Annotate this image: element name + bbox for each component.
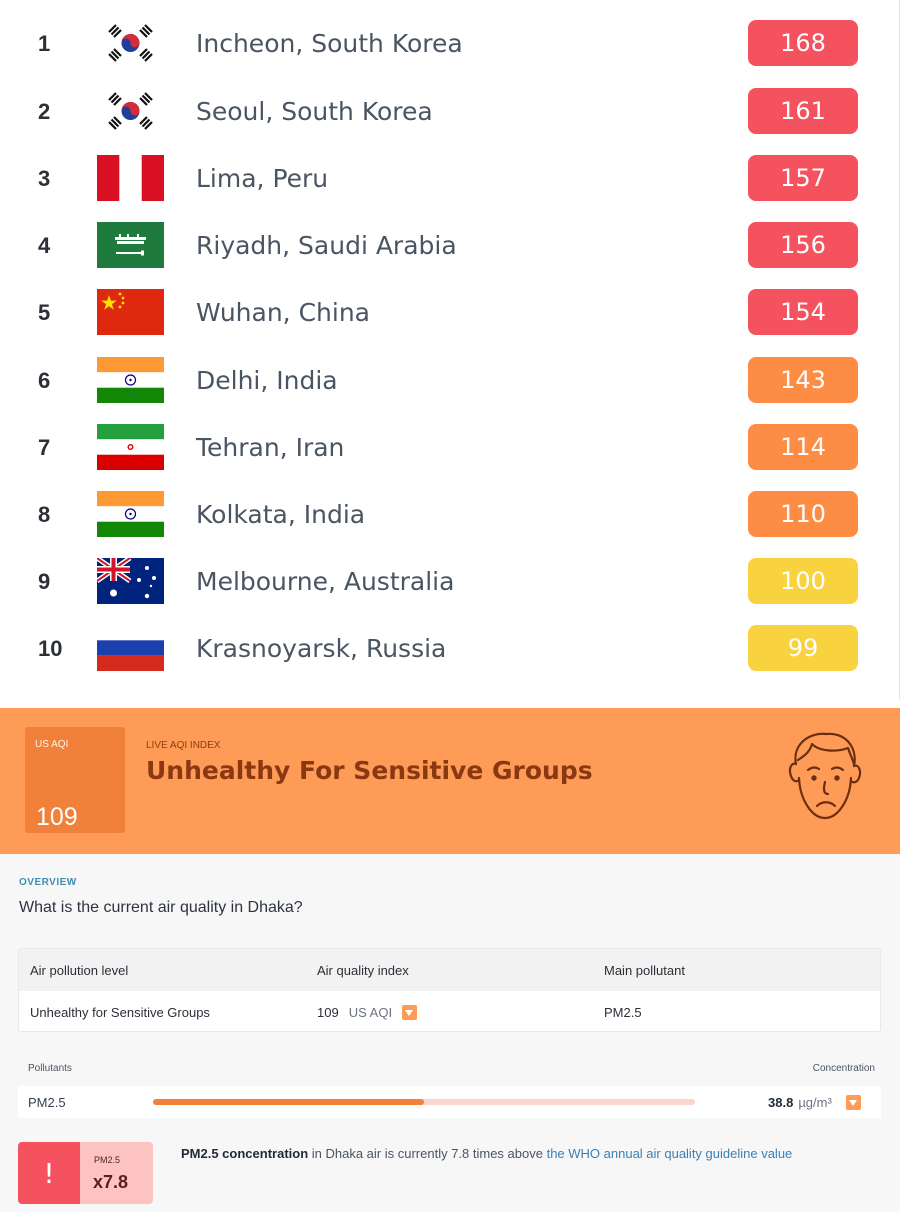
rank-number: 5 — [38, 299, 51, 325]
pollutants-label: Pollutants — [28, 1063, 72, 1074]
ranking-row[interactable]: 9 Melbourne, Australia 100 — [0, 548, 900, 615]
aqi-value: 109 — [36, 803, 78, 831]
pollutant-row: PM2.5 38.8 µg/m³ — [18, 1086, 881, 1118]
concentration-label: Concentration — [812, 1063, 875, 1074]
ranking-row[interactable]: 3 Lima, Peru 157 — [0, 145, 900, 212]
multiplier-value: x7.8 — [93, 1172, 129, 1192]
chevron-down-icon[interactable] — [845, 1094, 861, 1110]
city-name[interactable]: Wuhan, China — [196, 298, 370, 327]
australia-flag — [97, 558, 164, 604]
aqi-value-box: US AQI 109 — [25, 727, 125, 833]
ranking-row[interactable]: 1 Incheon, South Korea 168 — [0, 10, 900, 77]
rank-number: 6 — [38, 367, 51, 393]
air-quality-table: Air pollution level Air quality index Ma… — [18, 948, 881, 1032]
ranking-row[interactable]: 7 Tehran, Iran 114 — [0, 414, 900, 481]
aqi-cell-value: 109 — [317, 1004, 339, 1020]
city-name[interactable]: Delhi, India — [196, 366, 338, 395]
city-ranking-list: 1 Incheon, South Korea 168 2 Seoul, Sout… — [0, 0, 900, 700]
aqi-cell: 109 US AQI — [317, 991, 418, 1033]
aqi-badge: 156 — [748, 222, 858, 268]
city-name[interactable]: Krasnoyarsk, Russia — [196, 634, 447, 663]
india-flag — [97, 491, 164, 537]
aqi-badge: 100 — [748, 558, 858, 604]
alert-text-strong: PM2.5 concentration — [181, 1146, 309, 1161]
table-header — [19, 949, 880, 991]
who-guideline-text: PM2.5 concentration in Dhaka air is curr… — [181, 1146, 881, 1161]
aqi-badge: 110 — [748, 491, 858, 537]
ranking-row[interactable]: 5 Wuhan, China 154 — [0, 279, 900, 346]
rank-number: 10 — [38, 635, 63, 661]
aqi-status-title: Unhealthy For Sensitive Groups — [146, 756, 593, 785]
rank-number: 4 — [38, 232, 51, 258]
iran-flag — [97, 424, 164, 470]
india-flag — [97, 357, 164, 403]
city-name[interactable]: Tehran, Iran — [196, 433, 345, 462]
rank-number: 7 — [38, 434, 51, 460]
aqi-badge: 143 — [748, 357, 858, 403]
overview-section: OVERVIEW What is the current air quality… — [0, 854, 900, 1212]
rank-number: 3 — [38, 165, 51, 191]
header-main-pollutant: Main pollutant — [604, 962, 685, 978]
city-name[interactable]: Lima, Peru — [196, 164, 329, 193]
concentration-value: 38.8 µg/m³ — [768, 1086, 861, 1118]
city-name[interactable]: Riyadh, Saudi Arabia — [196, 231, 457, 260]
ranking-row[interactable]: 8 Kolkata, India 110 — [0, 481, 900, 548]
aqi-badge: 99 — [748, 625, 858, 671]
multiplier-box: PM2.5 x7.8 — [80, 1142, 153, 1204]
header-pollution-level: Air pollution level — [30, 962, 129, 978]
city-name[interactable]: Melbourne, Australia — [196, 567, 455, 596]
rank-number: 2 — [38, 98, 51, 124]
aqi-badge: 168 — [748, 20, 858, 66]
live-aqi-label: LIVE AQI INDEX — [146, 740, 221, 751]
header-air-quality-index: Air quality index — [317, 962, 409, 978]
multiplier-pollutant: PM2.5 — [94, 1155, 121, 1165]
pollution-level-value: Unhealthy for Sensitive Groups — [30, 1004, 210, 1020]
who-guideline-link[interactable]: the WHO annual air quality guideline val… — [546, 1146, 793, 1161]
rank-number: 8 — [38, 501, 51, 527]
main-pollutant-value: PM2.5 — [604, 1004, 642, 1020]
exclamation-icon: ! — [18, 1142, 80, 1204]
alert-text-mid: in Dhaka air is currently 7.8 times abov… — [308, 1146, 547, 1161]
rank-number: 9 — [38, 568, 51, 594]
ranking-row[interactable]: 10 Krasnoyarsk, Russia 99 — [0, 615, 900, 682]
overview-question: What is the current air quality in Dhaka… — [19, 899, 303, 916]
peru-flag — [97, 155, 164, 201]
ranking-row[interactable]: 2 Seoul, South Korea 161 — [0, 78, 900, 145]
ranking-row[interactable]: 4 Riyadh, Saudi Arabia 156 — [0, 212, 900, 279]
aqi-cell-unit: US AQI — [348, 1004, 393, 1020]
aqi-label: US AQI — [35, 739, 69, 750]
south-korea-flag — [97, 88, 164, 134]
city-name[interactable]: Kolkata, India — [196, 500, 366, 529]
ranking-row[interactable]: 6 Delhi, India 143 — [0, 347, 900, 414]
who-multiplier-badge: ! PM2.5 x7.8 — [18, 1142, 153, 1204]
aqi-badge: 157 — [748, 155, 858, 201]
rank-number: 1 — [38, 30, 51, 56]
sad-face-icon — [782, 726, 866, 826]
aqi-banner: US AQI 109 LIVE AQI INDEX Unhealthy For … — [0, 708, 900, 854]
aqi-badge: 114 — [748, 424, 858, 470]
chevron-down-icon[interactable] — [402, 1004, 418, 1020]
pollutant-name: PM2.5 — [28, 1094, 66, 1110]
city-name[interactable]: Seoul, South Korea — [196, 97, 433, 126]
russia-flag — [97, 625, 164, 671]
saudi-arabia-flag — [97, 222, 164, 268]
concentration-unit: µg/m³ — [798, 1094, 832, 1110]
aqi-badge: 154 — [748, 289, 858, 335]
concentration-bar — [153, 1099, 695, 1105]
concentration-bar-fill — [153, 1099, 424, 1105]
concentration-number: 38.8 — [768, 1094, 794, 1110]
china-flag — [97, 289, 164, 335]
aqi-badge: 161 — [748, 88, 858, 134]
city-name[interactable]: Incheon, South Korea — [196, 29, 463, 58]
south-korea-flag — [97, 20, 164, 66]
overview-tag: OVERVIEW — [19, 877, 77, 888]
